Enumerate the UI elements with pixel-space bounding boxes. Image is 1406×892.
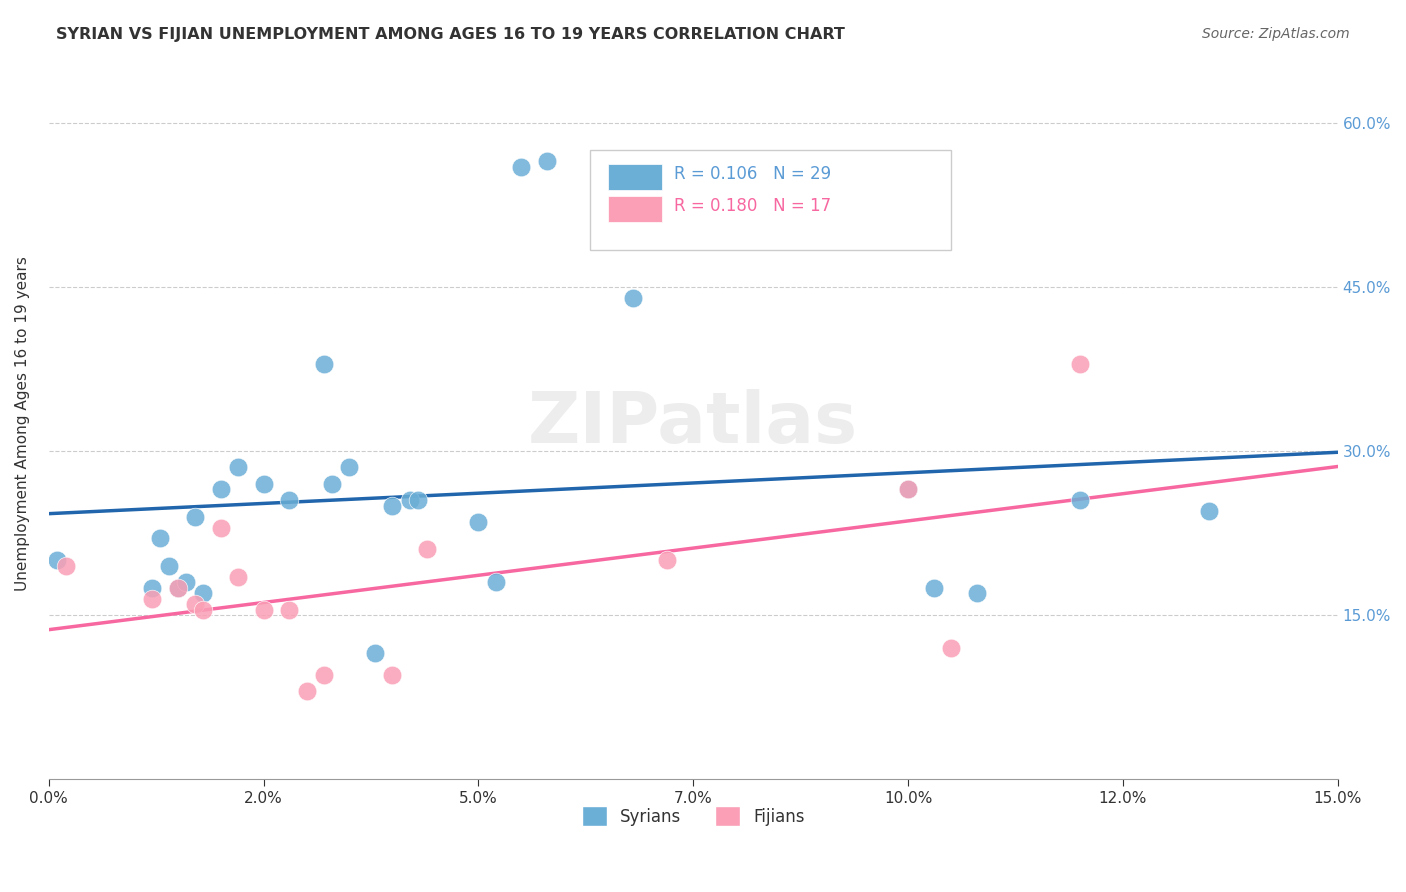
Fijians (897, 483, 920, 497)
Fijians (312, 668, 335, 682)
Syrians (321, 476, 343, 491)
Fijians (939, 640, 962, 655)
Text: R = 0.180   N = 17: R = 0.180 N = 17 (673, 196, 831, 215)
Fijians (166, 581, 188, 595)
Fijians (381, 668, 404, 682)
Fijians (1069, 357, 1091, 371)
Fijians (209, 520, 232, 534)
Text: SYRIAN VS FIJIAN UNEMPLOYMENT AMONG AGES 16 TO 19 YEARS CORRELATION CHART: SYRIAN VS FIJIAN UNEMPLOYMENT AMONG AGES… (56, 27, 845, 42)
Fijians (226, 570, 249, 584)
Syrians (339, 460, 361, 475)
Fijians (416, 542, 439, 557)
Syrians (278, 493, 301, 508)
Syrians (312, 357, 335, 371)
Syrians (398, 493, 420, 508)
Legend: Syrians, Fijians: Syrians, Fijians (574, 797, 813, 835)
Fijians (184, 597, 207, 611)
Syrians (510, 160, 533, 174)
Y-axis label: Unemployment Among Ages 16 to 19 years: Unemployment Among Ages 16 to 19 years (15, 256, 30, 591)
Syrians (157, 558, 180, 573)
Fijians (657, 553, 679, 567)
Syrians (381, 499, 404, 513)
Syrians (209, 483, 232, 497)
Text: ZIPatlas: ZIPatlas (529, 389, 858, 458)
Syrians (467, 515, 489, 529)
Syrians (149, 532, 172, 546)
Syrians (252, 476, 274, 491)
Syrians (922, 581, 945, 595)
Fijians (55, 558, 77, 573)
Syrians (184, 509, 207, 524)
Syrians (1198, 504, 1220, 518)
Syrians (174, 575, 197, 590)
Fijians (193, 602, 215, 616)
Syrians (141, 581, 163, 595)
Syrians (406, 493, 429, 508)
Fijians (278, 602, 301, 616)
Syrians (1069, 493, 1091, 508)
Syrians (966, 586, 988, 600)
Syrians (364, 646, 387, 660)
FancyBboxPatch shape (591, 150, 950, 250)
Syrians (166, 581, 188, 595)
Fijians (252, 602, 274, 616)
Syrians (484, 575, 506, 590)
Syrians (536, 154, 558, 169)
Syrians (193, 586, 215, 600)
Fijians (295, 684, 318, 698)
Text: R = 0.106   N = 29: R = 0.106 N = 29 (673, 165, 831, 183)
Fijians (141, 591, 163, 606)
Text: Source: ZipAtlas.com: Source: ZipAtlas.com (1202, 27, 1350, 41)
Syrians (46, 553, 69, 567)
Syrians (621, 291, 644, 305)
Syrians (897, 483, 920, 497)
Syrians (226, 460, 249, 475)
FancyBboxPatch shape (609, 164, 662, 190)
FancyBboxPatch shape (609, 195, 662, 222)
